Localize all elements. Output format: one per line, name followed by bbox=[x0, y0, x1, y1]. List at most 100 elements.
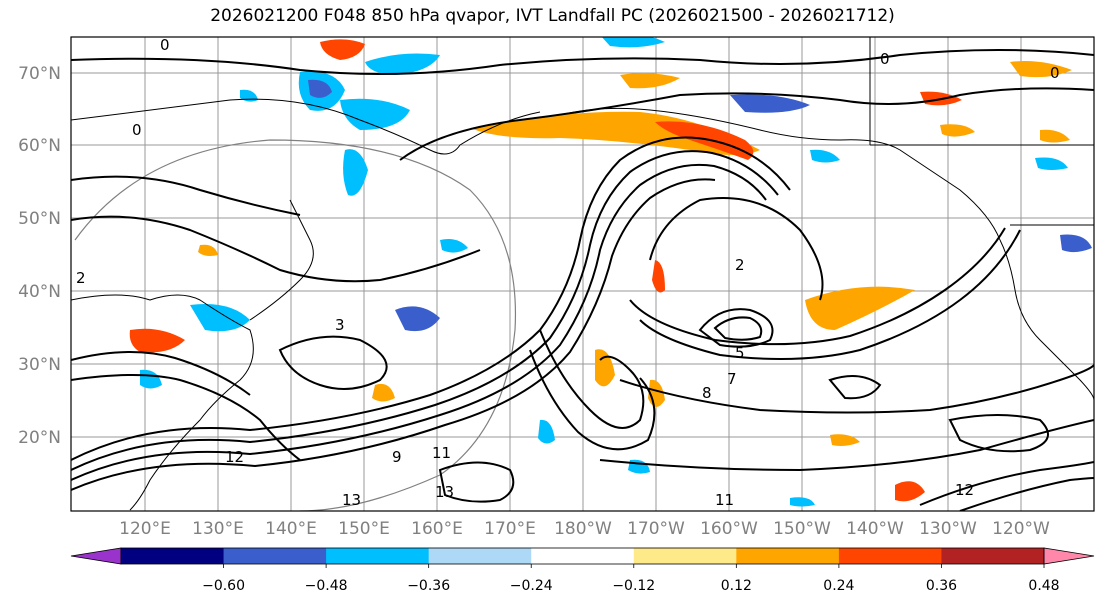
colorbar-tick-label: −0.60 bbox=[202, 578, 245, 594]
longitude-label: 120°W bbox=[992, 519, 1050, 539]
contour-line bbox=[71, 374, 301, 461]
contour-line bbox=[71, 163, 767, 481]
contour-label: 12 bbox=[955, 481, 974, 499]
contour-line bbox=[71, 178, 716, 491]
shade-negative bbox=[365, 53, 440, 75]
latitude-label: 40°N bbox=[18, 282, 61, 302]
longitude-label: 160°E bbox=[411, 519, 463, 539]
shade-positive bbox=[1040, 129, 1070, 143]
contour-line bbox=[71, 136, 791, 461]
contour-label: 2 bbox=[76, 269, 86, 287]
longitude-label: 170°W bbox=[627, 519, 685, 539]
contour-line bbox=[71, 49, 1094, 75]
contour-line bbox=[599, 419, 1094, 472]
shade-negative bbox=[601, 37, 665, 48]
shade-negative bbox=[343, 149, 368, 196]
contour-label: 0 bbox=[160, 36, 170, 54]
shade-negative bbox=[790, 497, 815, 507]
shade-positive bbox=[198, 244, 218, 256]
colorbar-tick-label: −0.48 bbox=[305, 578, 348, 594]
shade-positive-strong bbox=[655, 121, 754, 160]
colorbar-tick-label: 0.48 bbox=[1028, 578, 1059, 594]
coastline-japan bbox=[249, 199, 314, 321]
contour-line bbox=[399, 87, 1094, 161]
shade-positive bbox=[940, 124, 975, 137]
contour-line bbox=[529, 349, 656, 451]
latitude-label: 50°N bbox=[18, 209, 61, 229]
shade-positive bbox=[830, 434, 860, 446]
contour-label: 9 bbox=[392, 448, 402, 466]
contour-line bbox=[438, 461, 515, 503]
longitude-labels: 120°E 130°E 140°E 150°E 160°E 170°E 180°W 170°W… bbox=[119, 519, 1050, 539]
longitude-label: 130°E bbox=[192, 519, 244, 539]
shade-positive bbox=[372, 383, 395, 402]
region-outline bbox=[74, 139, 517, 511]
shade-negative bbox=[340, 98, 410, 130]
contour-label: 12 bbox=[225, 448, 244, 466]
contour-label: 2 bbox=[735, 256, 745, 274]
colorbar-bin bbox=[633, 548, 737, 564]
longitude-label: 170°E bbox=[484, 519, 536, 539]
colorbar-bin bbox=[326, 548, 430, 564]
coastlines bbox=[71, 37, 1094, 511]
contour-label: 3 bbox=[335, 316, 345, 334]
contour-labels: 0 0 0 0 2 2 3 5 7 8 9 11 11 12 13 13 12 bbox=[76, 36, 1060, 509]
contour-label: 0 bbox=[1050, 64, 1060, 82]
colorbar-extend-low bbox=[70, 547, 122, 565]
colorbar-bin bbox=[838, 548, 942, 564]
contour-label: 0 bbox=[880, 50, 890, 68]
latitude-label: 30°N bbox=[18, 355, 61, 375]
longitude-label: 150°E bbox=[338, 519, 390, 539]
colorbar-tick-label: −0.12 bbox=[612, 578, 655, 594]
contour-line bbox=[71, 150, 779, 471]
coastline-north-america-west bbox=[999, 239, 1094, 401]
contour-line bbox=[71, 215, 481, 283]
colorbar-tick-label: 0.36 bbox=[926, 578, 957, 594]
contour-label: 0 bbox=[132, 121, 142, 139]
contour-line bbox=[639, 229, 1021, 360]
shade-negative bbox=[1035, 157, 1068, 170]
contour-label: 13 bbox=[342, 491, 361, 509]
contour-line bbox=[698, 308, 774, 348]
contour-line bbox=[713, 316, 763, 341]
colorbar: −0.60 −0.48 −0.36 −0.24 −0.12 0.12 0.24 0.36 0.4… bbox=[70, 547, 1095, 594]
latitude-labels: 70°N 60°N 50°N 40°N 30°N 20°N bbox=[18, 64, 61, 448]
map-title: 2026021200 F048 850 hPa qvapor, IVT Land… bbox=[210, 6, 895, 26]
contour-line bbox=[539, 329, 645, 429]
shade-negative bbox=[440, 239, 468, 253]
shade-negative bbox=[190, 304, 250, 332]
contour-label: 11 bbox=[715, 491, 734, 509]
longitude-label: 140°W bbox=[846, 519, 904, 539]
contour-label: 7 bbox=[727, 370, 737, 388]
shade-negative bbox=[810, 149, 840, 163]
colorbar-tick-label: −0.24 bbox=[510, 578, 553, 594]
shade-negative bbox=[538, 419, 555, 444]
coastline-alaska bbox=[559, 107, 1001, 241]
longitude-label: 160°W bbox=[700, 519, 758, 539]
longitude-label: 120°E bbox=[119, 519, 171, 539]
contour-line bbox=[71, 175, 301, 216]
shade-negative-strong bbox=[1060, 234, 1092, 253]
coastline-asia-north bbox=[71, 98, 541, 155]
longitude-label: 130°W bbox=[919, 519, 977, 539]
contour-label: 11 bbox=[432, 444, 451, 462]
shade-negative bbox=[240, 89, 258, 102]
ivt-contours bbox=[71, 49, 1094, 511]
colorbar-bin bbox=[121, 548, 225, 564]
colorbar-bin bbox=[531, 548, 635, 564]
shade-positive bbox=[595, 349, 615, 387]
map-panel: 0 0 0 0 2 2 3 5 7 8 9 11 11 12 13 13 12 bbox=[70, 36, 1095, 512]
longitude-label: 150°W bbox=[773, 519, 831, 539]
colorbar-bin bbox=[941, 548, 1045, 564]
contour-line bbox=[919, 461, 1094, 506]
colorbar-bin bbox=[223, 548, 327, 564]
contour-line bbox=[629, 227, 1006, 346]
shade-positive-strong bbox=[652, 260, 665, 293]
contour-line bbox=[948, 414, 1049, 453]
colorbar-bin bbox=[736, 548, 840, 564]
colorbar-tick-label: −0.36 bbox=[407, 578, 450, 594]
longitude-label: 140°E bbox=[265, 519, 317, 539]
shade-positive-strong bbox=[129, 328, 185, 353]
border-canada bbox=[869, 37, 1094, 146]
